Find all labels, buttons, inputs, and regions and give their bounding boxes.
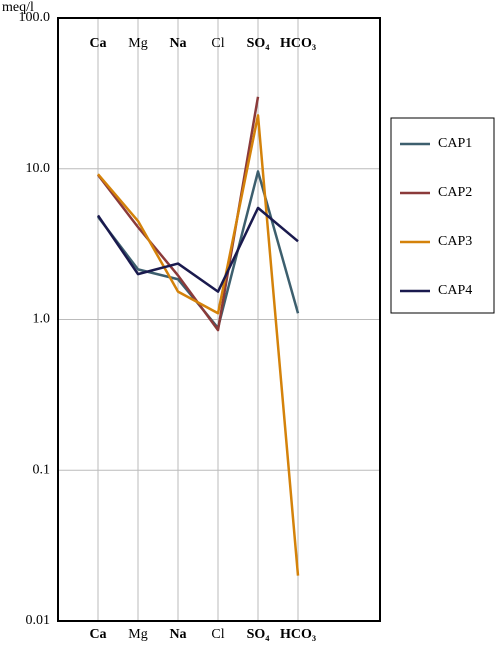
y-tick-label: 0.01 bbox=[26, 613, 51, 628]
x-tick-label: Ca bbox=[89, 627, 106, 642]
x-tick-label: Mg bbox=[128, 627, 147, 642]
legend-label: CAP4 bbox=[438, 283, 472, 298]
category-label-top: SO₄ bbox=[247, 36, 271, 51]
x-tick-label: Cl bbox=[211, 627, 224, 642]
x-tick-label: Na bbox=[169, 627, 186, 642]
category-label-top: Ca bbox=[89, 36, 106, 51]
series-line bbox=[97, 114, 300, 576]
y-tick-label: 1.0 bbox=[33, 312, 51, 327]
y-tick-label: 10.0 bbox=[26, 161, 51, 176]
legend-label: CAP2 bbox=[438, 185, 472, 200]
legend-label: CAP3 bbox=[438, 234, 472, 249]
y-axis-label: meq/l bbox=[2, 0, 34, 15]
legend-box bbox=[390, 117, 495, 314]
plot-frame bbox=[57, 17, 381, 622]
legend-label: CAP1 bbox=[438, 136, 472, 151]
category-label-top: Na bbox=[169, 36, 186, 51]
category-label-top: HCO₃ bbox=[280, 36, 316, 51]
y-tick-label: 100.0 bbox=[19, 10, 51, 25]
category-label-top: Cl bbox=[211, 36, 224, 51]
x-tick-label: HCO₃ bbox=[280, 627, 316, 642]
x-tick-label: SO₄ bbox=[247, 627, 271, 642]
y-tick-label: 0.1 bbox=[33, 462, 51, 477]
series-line bbox=[96, 206, 299, 293]
category-label-top: Mg bbox=[128, 36, 147, 51]
